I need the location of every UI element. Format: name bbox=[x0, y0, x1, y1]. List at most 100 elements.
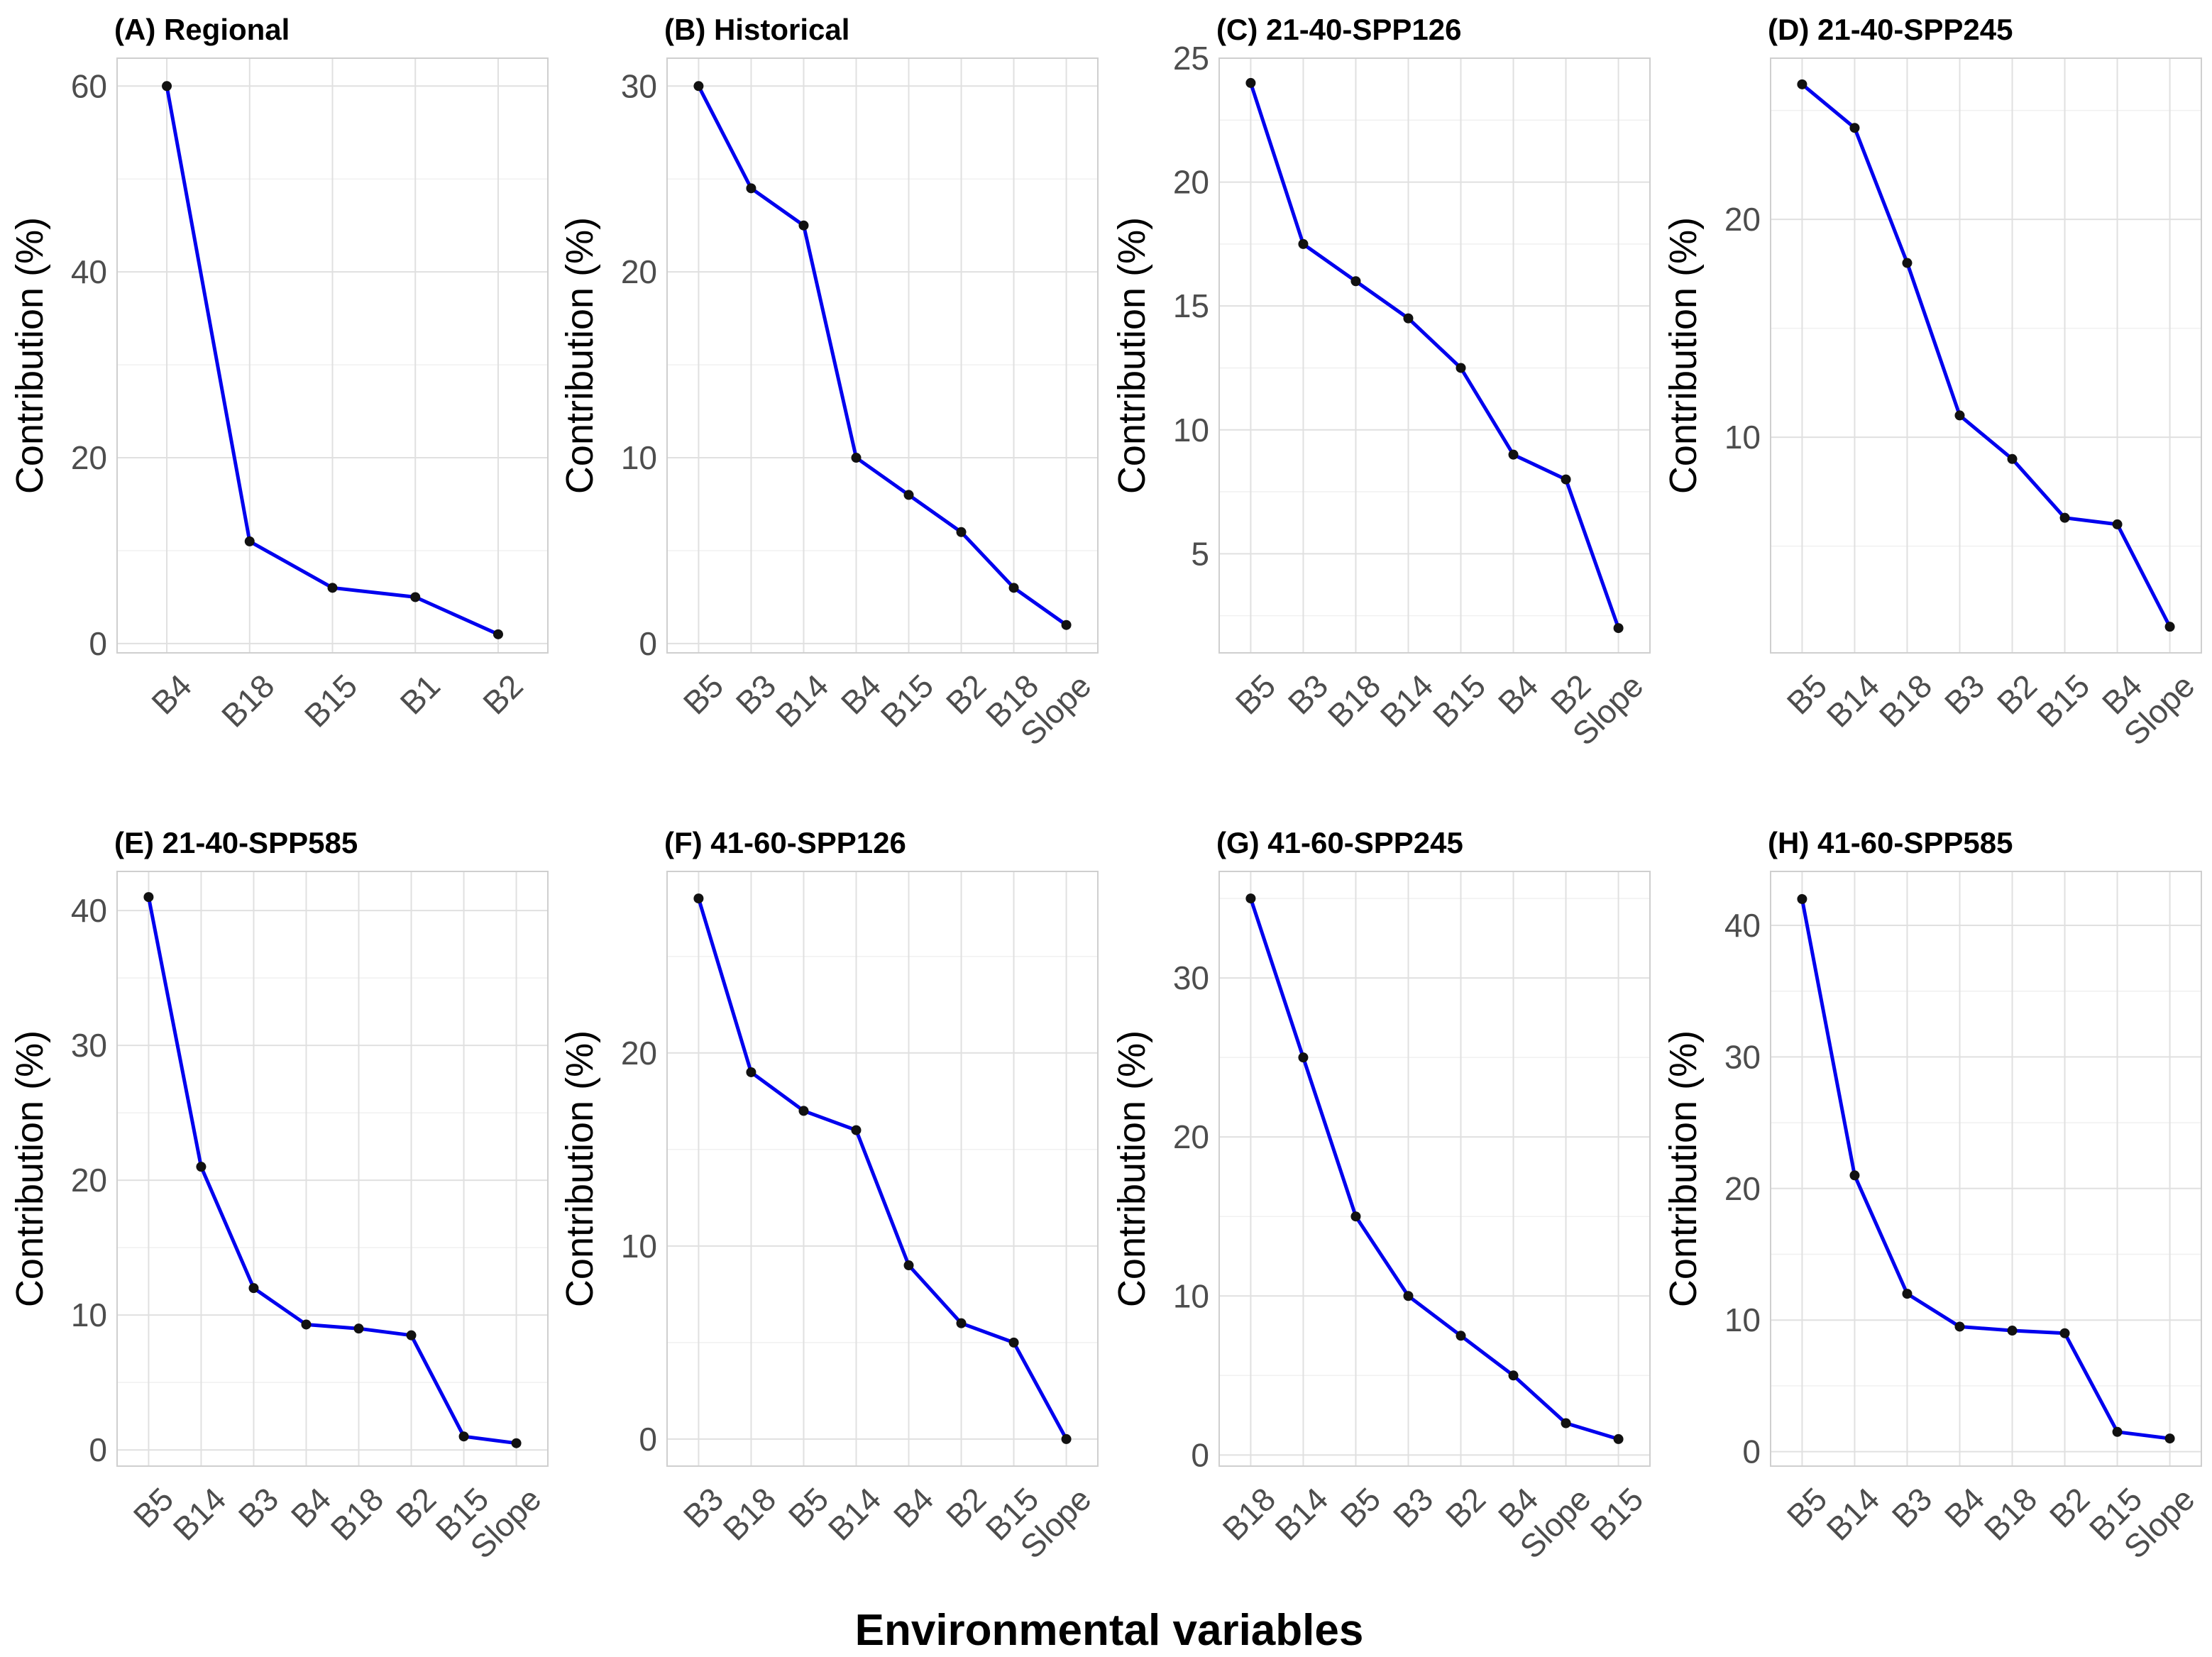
panel-a: (A) Regional Contribution (%) 0 20 40 60 B4 B18… bbox=[9, 13, 549, 734]
data-point-b5 bbox=[1350, 1211, 1361, 1222]
panel-border bbox=[666, 57, 1099, 654]
data-point-slope bbox=[511, 1438, 522, 1448]
panel-title: (D) 21-40-SPP245 bbox=[1768, 13, 2013, 46]
y-tick-label: 20 bbox=[1724, 201, 1761, 238]
data-point-b3 bbox=[1954, 410, 1965, 421]
y-tick-label: 0 bbox=[1742, 1433, 1761, 1470]
y-tick-label: 20 bbox=[621, 253, 657, 290]
x-axis-title: Environmental variables bbox=[855, 1606, 1364, 1655]
y-tick-label: 10 bbox=[71, 1297, 107, 1333]
data-point-b5 bbox=[143, 892, 154, 903]
x-tick-label-b14: B14 bbox=[1268, 1480, 1336, 1548]
y-tick-label: 20 bbox=[71, 439, 107, 476]
panel-border bbox=[666, 871, 1099, 1467]
data-point-b18 bbox=[353, 1323, 364, 1334]
x-tick-label-b2: B2 bbox=[475, 667, 530, 722]
series-line bbox=[1249, 898, 1619, 1441]
x-tick-label-b5: B5 bbox=[676, 667, 731, 722]
data-point-b5 bbox=[1245, 77, 1256, 88]
data-point-b18 bbox=[1245, 893, 1256, 904]
data-point-b2 bbox=[1561, 474, 1571, 485]
data-point-b15 bbox=[327, 583, 338, 593]
x-tick-label-b18: B18 bbox=[1977, 1480, 2045, 1548]
data-point-b2 bbox=[2007, 453, 2018, 464]
y-tick-label: 0 bbox=[639, 1421, 657, 1458]
y-tick-label: 5 bbox=[1191, 535, 1209, 572]
panel-title: (C) 21-40-SPP126 bbox=[1216, 13, 1462, 46]
data-point-b18 bbox=[244, 536, 255, 546]
data-point-b14 bbox=[1403, 313, 1414, 324]
data-point-b4 bbox=[162, 81, 172, 92]
x-tick-label-b3: B3 bbox=[231, 1480, 286, 1535]
y-tick-label: 30 bbox=[1724, 1038, 1761, 1075]
x-tick-label-b18: B18 bbox=[1321, 667, 1388, 734]
y-axis-label: Contribution (%) bbox=[1662, 217, 1705, 494]
y-tick-label: 20 bbox=[71, 1162, 107, 1199]
data-point-b14 bbox=[1298, 1052, 1309, 1063]
data-point-b1 bbox=[410, 592, 421, 602]
x-tick-label-b18: B18 bbox=[716, 1480, 783, 1548]
y-tick-label: 20 bbox=[1173, 1118, 1209, 1155]
y-tick-label: 30 bbox=[1173, 959, 1209, 996]
data-point-b18 bbox=[1350, 276, 1361, 287]
panel-b: (B) Historical Contribution (%) 0 10 20 30 B5 B… bbox=[558, 13, 1099, 752]
y-tick-label: 0 bbox=[89, 1431, 107, 1468]
y-axis-label: Contribution (%) bbox=[1662, 1030, 1705, 1307]
data-point-b4 bbox=[903, 1260, 914, 1271]
data-point-b15 bbox=[1456, 363, 1466, 373]
y-tick-label: 10 bbox=[1173, 1277, 1209, 1314]
data-point-b14 bbox=[851, 1125, 862, 1135]
x-tick-label-b15: B15 bbox=[1583, 1480, 1651, 1548]
panel-border bbox=[1770, 57, 2202, 654]
y-axis-label: Contribution (%) bbox=[9, 1030, 51, 1307]
data-point-b2 bbox=[493, 629, 503, 639]
data-point-b15 bbox=[2059, 512, 2070, 523]
data-point-b2 bbox=[956, 527, 967, 537]
data-point-b14 bbox=[196, 1162, 207, 1172]
panel-title: (H) 41-60-SPP585 bbox=[1768, 826, 2013, 859]
x-tick-label-b14: B14 bbox=[166, 1480, 233, 1548]
y-tick-label: 10 bbox=[1724, 1301, 1761, 1338]
x-tick-label-b15: B15 bbox=[874, 667, 941, 734]
y-tick-label: 40 bbox=[71, 892, 107, 929]
y-axis-label: Contribution (%) bbox=[1111, 1030, 1153, 1307]
x-tick-label-b14: B14 bbox=[821, 1480, 888, 1548]
y-axis-label: Contribution (%) bbox=[9, 217, 51, 494]
panel-border bbox=[1218, 871, 1651, 1467]
x-tick-label-b3: B3 bbox=[1885, 1480, 1939, 1535]
data-point-b4 bbox=[851, 453, 862, 463]
panel-title: (G) 41-60-SPP245 bbox=[1216, 826, 1463, 859]
x-tick-label-b18: B18 bbox=[1872, 667, 1939, 734]
y-tick-label: 10 bbox=[621, 439, 657, 476]
series-line bbox=[1249, 82, 1620, 629]
data-point-slope bbox=[1061, 1433, 1072, 1444]
y-tick-label: 30 bbox=[621, 67, 657, 104]
y-tick-label: 10 bbox=[1173, 412, 1209, 448]
y-tick-label: 40 bbox=[1724, 907, 1761, 944]
data-point-b15 bbox=[2112, 1426, 2123, 1437]
x-tick-label-b18: B18 bbox=[1216, 1480, 1283, 1548]
data-point-b2 bbox=[406, 1330, 417, 1341]
x-tick-label-b5: B5 bbox=[1228, 667, 1283, 722]
data-point-slope bbox=[2164, 1433, 2175, 1444]
series-line bbox=[697, 85, 1068, 627]
x-tick-label-b14: B14 bbox=[1820, 667, 1887, 734]
y-axis-label: Contribution (%) bbox=[558, 217, 601, 494]
y-tick-label: 0 bbox=[89, 625, 107, 662]
data-point-b14 bbox=[798, 220, 809, 231]
panel-c: (C) 21-40-SPP126 Contribution (%) 5 10 15 20 2… bbox=[1111, 13, 1651, 752]
x-tick-label-b3: B3 bbox=[1386, 1480, 1441, 1535]
y-tick-label: 40 bbox=[71, 253, 107, 290]
data-point-b4 bbox=[2112, 519, 2123, 529]
data-point-b18 bbox=[1008, 583, 1019, 593]
data-point-b4 bbox=[1954, 1321, 1965, 1332]
data-point-slope bbox=[1561, 1418, 1571, 1428]
data-point-b3 bbox=[746, 183, 756, 194]
x-tick-label-b2: B2 bbox=[1438, 1480, 1493, 1535]
y-axis-label: Contribution (%) bbox=[558, 1030, 601, 1307]
data-point-b3 bbox=[1902, 1289, 1913, 1299]
x-tick-label-b14: B14 bbox=[1820, 1480, 1887, 1548]
panel-border bbox=[116, 871, 549, 1467]
